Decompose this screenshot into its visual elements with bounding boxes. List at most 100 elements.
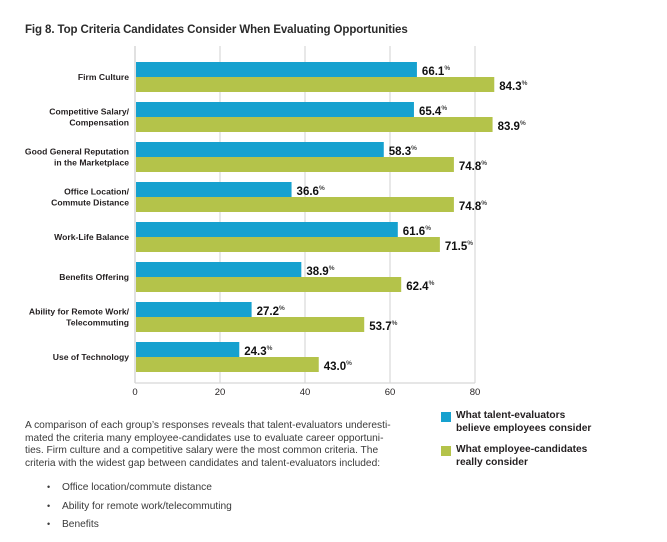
category-labels: Firm Culture Competitive Salary/Compensat…	[25, 72, 130, 362]
percent-sign: %	[319, 185, 325, 192]
x-tick-label: 20	[215, 387, 226, 398]
bar-employee-candidates	[136, 197, 454, 212]
bullet-item: Office location/commute distance	[47, 482, 232, 501]
percent-sign: %	[441, 105, 447, 112]
legend-label: What employee-candidates	[456, 444, 588, 455]
percent-sign: %	[522, 80, 528, 87]
category-label: Benefits Offering	[59, 272, 129, 282]
value-number: 43.0	[324, 361, 346, 373]
percent-sign: %	[346, 360, 352, 367]
bar-employee-candidates	[136, 237, 440, 252]
value-label: 65.4%	[419, 105, 447, 118]
value-label: 53.7%	[369, 320, 397, 333]
bar-talent-evaluators	[136, 142, 384, 157]
bar-talent-evaluators	[136, 222, 398, 237]
category-label: Compensation	[69, 118, 129, 128]
value-number: 62.4	[406, 281, 429, 293]
bar-talent-evaluators	[136, 342, 240, 357]
value-number: 53.7	[369, 321, 391, 333]
value-number: 24.3	[244, 346, 266, 358]
legend-item-talent-evaluators: What talent-evaluators believe employees…	[441, 410, 626, 435]
category-label: Competitive Salary/	[49, 107, 129, 117]
bar-talent-evaluators	[136, 102, 414, 117]
gap-criteria-list: Office location/commute distance Ability…	[47, 482, 232, 538]
value-label: 24.3%	[244, 345, 272, 358]
value-number: 66.1	[422, 66, 445, 78]
percent-sign: %	[267, 345, 273, 352]
value-label: 66.1%	[422, 65, 450, 78]
chart-title: Fig 8. Top Criteria Candidates Consider …	[25, 24, 408, 36]
bar-employee-candidates	[136, 357, 319, 372]
x-tick-label: 40	[300, 387, 311, 398]
legend-label: really consider	[456, 456, 528, 468]
percent-sign: %	[411, 145, 417, 152]
category-label: Good General Reputation	[25, 147, 129, 157]
bar-talent-evaluators	[136, 302, 252, 317]
x-axis-ticks: 0 20 40 60 80	[132, 387, 480, 398]
percent-sign: %	[425, 225, 431, 232]
value-number: 58.3	[389, 146, 411, 158]
percent-sign: %	[481, 200, 487, 207]
value-number: 74.8	[459, 161, 482, 173]
value-label: 84.3%	[499, 80, 527, 93]
category-label: Ability for Remote Work/	[29, 307, 130, 317]
value-number: 36.6	[297, 186, 319, 198]
bars	[136, 62, 495, 372]
percent-sign: %	[481, 160, 487, 167]
bar-employee-candidates	[136, 157, 454, 172]
value-label: 43.0%	[324, 360, 352, 373]
value-number: 38.9	[306, 266, 328, 278]
percent-sign: %	[429, 280, 435, 287]
bar-talent-evaluators	[136, 182, 292, 197]
bar-employee-candidates	[136, 317, 365, 332]
value-label: 58.3%	[389, 145, 417, 158]
category-label: Office Location/	[64, 187, 130, 197]
value-label: 61.6%	[403, 225, 431, 238]
legend-item-employee-candidates: What employee-candidates really consider	[441, 444, 626, 469]
bar-employee-candidates	[136, 117, 493, 132]
value-label: 83.9%	[498, 120, 526, 133]
percent-sign: %	[467, 240, 473, 247]
category-label: Firm Culture	[78, 72, 129, 82]
category-label: Telecommuting	[66, 318, 129, 328]
bar-talent-evaluators	[136, 262, 302, 277]
percent-sign: %	[444, 65, 450, 72]
legend-label: believe employees consider	[456, 422, 592, 434]
percent-sign: %	[520, 120, 526, 127]
value-label: 36.6%	[297, 185, 325, 198]
value-number: 84.3	[499, 81, 521, 93]
value-label: 74.8%	[459, 160, 487, 173]
category-label: Use of Technology	[53, 352, 129, 362]
value-number: 74.8	[459, 201, 482, 213]
category-label: Work-Life Balance	[54, 232, 129, 242]
bar-chart: Firm Culture Competitive Salary/Compensat…	[25, 46, 528, 398]
value-number: 27.2	[257, 306, 279, 318]
value-label: 74.8%	[459, 200, 487, 213]
percent-sign: %	[279, 305, 285, 312]
paragraph-line: A comparison of each group’s responses r…	[25, 420, 391, 431]
value-number: 83.9	[498, 121, 520, 133]
paragraph-line: criteria with the widest gap between can…	[25, 457, 381, 469]
value-labels: 66.1%84.3%65.4%83.9%58.3%74.8%36.6%74.8%…	[244, 65, 527, 373]
bar-employee-candidates	[136, 77, 495, 92]
chart-legend: What talent-evaluators believe employees…	[441, 410, 626, 478]
percent-sign: %	[392, 320, 398, 327]
value-label: 27.2%	[257, 305, 285, 318]
value-number: 61.6	[403, 226, 425, 238]
value-number: 65.4	[419, 106, 442, 118]
value-label: 62.4%	[406, 280, 434, 293]
gridlines	[134, 46, 476, 384]
category-label: in the Marketplace	[54, 158, 129, 168]
paragraph-line: mated the criteria many employee-candida…	[25, 432, 384, 444]
value-number: 71.5	[445, 241, 468, 253]
value-label: 71.5%	[445, 240, 473, 253]
bar-talent-evaluators	[136, 62, 417, 77]
bar-employee-candidates	[136, 277, 402, 292]
x-tick-label: 0	[132, 387, 137, 398]
x-tick-label: 80	[470, 387, 481, 398]
legend-swatch-blue	[441, 412, 451, 422]
legend-swatch-green	[441, 446, 451, 456]
legend-label: What talent-evaluators	[456, 410, 566, 421]
x-tick-label: 60	[385, 387, 396, 398]
paragraph-line: ties. Firm culture and a competitive sal…	[25, 445, 379, 457]
